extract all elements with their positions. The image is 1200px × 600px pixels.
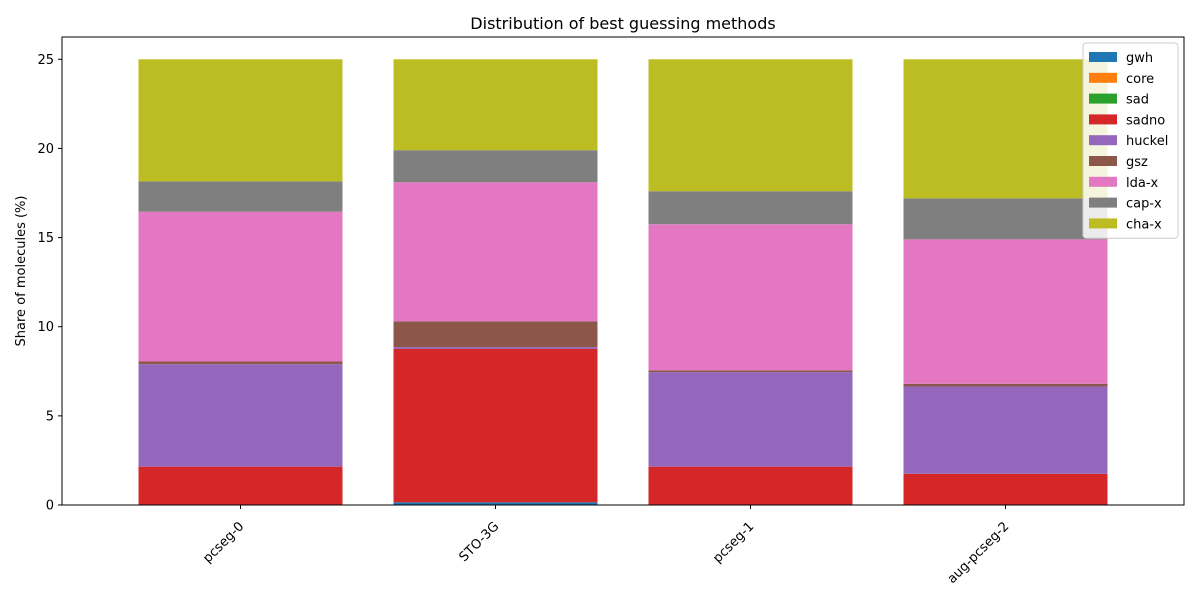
legend-label-lda-x: lda-x <box>1126 176 1159 191</box>
plot-frame <box>61 36 1185 506</box>
bar-segment-gsz-pcseg-1 <box>648 370 853 373</box>
bar-segment-cap-x-pcseg-1 <box>648 191 853 225</box>
legend-label-gwh: gwh <box>1126 51 1153 66</box>
y-tick-label-10: 10 <box>37 320 54 335</box>
bar-segment-cap-x-aug-pcseg-2 <box>903 198 1108 240</box>
bar-segment-gsz-STO-3G <box>393 321 598 348</box>
legend-swatch-huckel <box>1089 135 1117 146</box>
bars-group <box>138 59 1108 505</box>
bar-segment-lda-x-aug-pcseg-2 <box>903 239 1108 384</box>
y-tick-label-25: 25 <box>37 53 54 68</box>
legend-label-gsz: gsz <box>1126 155 1148 170</box>
bar-segment-huckel-pcseg-1 <box>648 372 853 467</box>
legend-swatch-gwh <box>1089 52 1117 62</box>
bar-segment-gwh-STO-3G <box>393 502 598 505</box>
bar-segment-cap-x-pcseg-0 <box>138 181 343 212</box>
x-tick-label-pcseg-1: pcseg-1 <box>710 519 757 566</box>
bar-segment-lda-x-STO-3G <box>393 182 598 322</box>
bar-segment-sadno-pcseg-0 <box>138 466 343 505</box>
x-tick-label-pcseg-0: pcseg-0 <box>200 519 247 566</box>
bar-segment-huckel-aug-pcseg-2 <box>903 386 1108 474</box>
legend-label-huckel: huckel <box>1126 134 1168 149</box>
bar-segment-gsz-pcseg-0 <box>138 361 343 365</box>
y-tick-label-15: 15 <box>37 231 54 246</box>
bar-segment-cha-x-pcseg-1 <box>648 59 853 192</box>
bar-segment-lda-x-pcseg-1 <box>648 224 853 371</box>
legend-label-sadno: sadno <box>1126 113 1165 128</box>
y-tick-label-20: 20 <box>37 142 54 157</box>
x-axis: pcseg-0 STO-3G pcseg-1 aug-pcseg-2 <box>200 505 1012 587</box>
bar-segment-sadno-pcseg-1 <box>648 466 853 505</box>
chart-title: Distribution of best guessing methods <box>470 14 775 33</box>
bar-segment-cap-x-STO-3G <box>393 150 598 183</box>
legend-swatch-cap-x <box>1089 197 1117 208</box>
legend-label-cha-x: cha-x <box>1126 217 1162 232</box>
legend-swatch-lda-x <box>1089 176 1117 187</box>
legend-swatch-sad <box>1089 93 1117 104</box>
legend-swatch-sadno <box>1089 114 1117 125</box>
bar-segment-lda-x-pcseg-0 <box>138 211 343 362</box>
legend-label-cap-x: cap-x <box>1126 197 1162 212</box>
bar-segment-sadno-STO-3G <box>393 349 598 503</box>
legend: gwh core sad sadno huckel gsz lda-x cap-x cha-x <box>1082 42 1179 239</box>
x-tick-label-aug-pcseg-2: aug-pcseg-2 <box>945 519 1013 587</box>
y-axis: 0 5 10 15 20 25 <box>37 53 62 514</box>
legend-label-sad: sad <box>1126 93 1149 108</box>
bar-segment-gsz-aug-pcseg-2 <box>903 383 1108 387</box>
bar-segment-huckel-STO-3G <box>393 347 598 349</box>
y-tick-label-5: 5 <box>46 409 54 424</box>
y-tick-label-0: 0 <box>46 499 54 514</box>
bar-segment-sadno-aug-pcseg-2 <box>903 473 1108 505</box>
legend-label-core: core <box>1126 72 1154 87</box>
legend-swatch-core <box>1089 72 1117 83</box>
bar-segment-cha-x-pcseg-0 <box>138 59 343 182</box>
y-axis-label: Share of molecules (%) <box>14 196 29 347</box>
x-tick-label-STO-3G: STO-3G <box>456 519 502 565</box>
bar-segment-cha-x-STO-3G <box>393 59 598 151</box>
bar-segment-cha-x-aug-pcseg-2 <box>903 59 1108 199</box>
legend-box <box>1082 42 1179 239</box>
bar-segment-huckel-pcseg-0 <box>138 364 343 467</box>
legend-swatch-cha-x <box>1089 218 1117 229</box>
legend-swatch-gsz <box>1089 156 1117 166</box>
